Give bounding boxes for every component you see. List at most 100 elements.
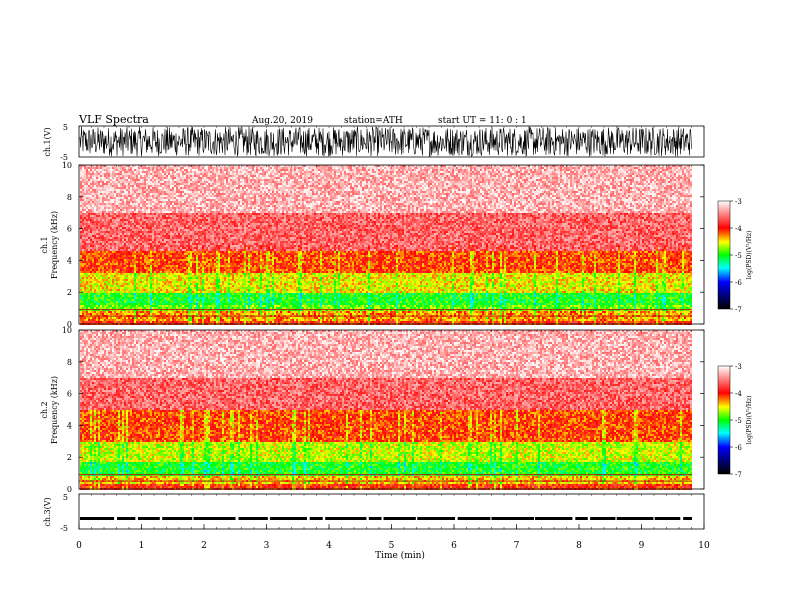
spectrogram-cell	[140, 319, 142, 321]
spectrogram-cell	[106, 303, 108, 305]
spectrogram-cell	[190, 227, 192, 229]
spectrogram-cell	[118, 213, 120, 215]
spectrogram-cell	[180, 249, 182, 251]
spectrogram-cell	[156, 305, 158, 307]
spectrogram-cell	[154, 209, 156, 211]
spectrogram-cell	[202, 283, 204, 285]
spectrogram-cell	[194, 191, 196, 193]
spectrogram-cell	[184, 195, 186, 197]
spectrogram-cell	[98, 285, 100, 287]
spectrogram-cell	[192, 173, 194, 175]
spectrogram-cell	[204, 203, 206, 205]
spectrogram-cell	[130, 311, 132, 313]
spectrogram-cell	[158, 223, 160, 225]
spectrogram-cell	[108, 237, 110, 239]
spectrogram-cell	[174, 177, 176, 179]
spectrogram-cell	[168, 293, 170, 295]
spectrogram-cell	[192, 245, 194, 247]
spectrogram-cell	[108, 303, 110, 305]
spectrogram-cell	[132, 285, 134, 287]
spectrogram-cell	[196, 311, 198, 313]
spectrogram-cell	[80, 247, 82, 249]
spectrogram-cell	[180, 267, 182, 269]
spectrogram-cell	[190, 251, 192, 253]
spectrogram-cell	[164, 165, 166, 167]
spectrogram-cell	[118, 279, 120, 281]
spectrogram-cell	[144, 223, 146, 225]
spectrogram-cell	[134, 265, 136, 267]
spectrogram-cell	[128, 225, 130, 227]
spectrogram-cell	[96, 313, 98, 315]
spectrogram-cell	[156, 211, 158, 213]
spectrogram-cell	[140, 189, 142, 191]
spectrogram-cell	[158, 175, 160, 177]
spectrogram-cell	[132, 277, 134, 279]
spectrogram-cell	[178, 221, 180, 223]
spectrogram-cell	[136, 229, 138, 231]
spectrogram-cell	[174, 191, 176, 193]
spectrogram-cell	[166, 317, 168, 319]
spectrogram-cell	[92, 209, 94, 211]
spectrogram-cell	[100, 213, 102, 215]
spectrogram-cell	[176, 299, 178, 301]
spectrogram-cell	[114, 273, 116, 275]
spectrogram-cell	[84, 233, 86, 235]
spectrogram-cell	[140, 165, 142, 167]
spectrogram-cell	[108, 283, 110, 285]
spectrogram-cell	[82, 211, 84, 213]
spectrogram-cell	[126, 295, 128, 297]
spectrogram-cell	[118, 287, 120, 289]
spectrogram-cell	[188, 235, 190, 237]
spectrogram-cell	[164, 267, 166, 269]
spectrogram-cell	[108, 205, 110, 207]
spectrogram-cell	[144, 257, 146, 259]
spectrogram-cell	[162, 259, 164, 261]
spectrogram-cell	[202, 167, 204, 169]
spectrogram-cell	[84, 251, 86, 253]
spectrogram-cell	[122, 211, 124, 213]
spectrogram-cell	[84, 257, 86, 259]
spectrogram-cell	[80, 269, 82, 271]
spectrogram-cell	[92, 313, 94, 315]
spectrogram-cell	[170, 291, 172, 293]
spectrogram-cell	[144, 177, 146, 179]
spectrogram-cell	[180, 291, 182, 293]
spectrogram-cell	[186, 229, 188, 231]
spectrogram-cell	[166, 249, 168, 251]
spectrogram-cell	[130, 257, 132, 259]
spectrogram-cell	[138, 265, 140, 267]
spectrogram-cell	[82, 177, 84, 179]
spectrogram-cell	[194, 197, 196, 199]
spectrogram-cell	[170, 189, 172, 191]
spectrogram-cell	[96, 187, 98, 189]
spectrogram-cell	[182, 291, 184, 293]
spectrogram-cell	[174, 169, 176, 171]
spectrogram-cell	[104, 263, 106, 265]
spectrogram-cell	[140, 169, 142, 171]
spectrogram-cell	[142, 181, 144, 183]
spectrogram-cell	[86, 259, 88, 261]
spectrogram-cell	[136, 183, 138, 185]
spectrogram-cell	[184, 225, 186, 227]
spectrogram-cell	[198, 207, 200, 209]
spectrogram-cell	[126, 287, 128, 289]
spectrogram-cell	[100, 271, 102, 273]
spectrogram-cell	[82, 171, 84, 173]
spectrogram-cell	[146, 185, 148, 187]
spectrogram-cell	[146, 263, 148, 265]
spectrogram-cell	[198, 225, 200, 227]
spectrogram-cell	[106, 237, 108, 239]
spectrogram-cell	[180, 213, 182, 215]
spectrogram-cell	[148, 225, 150, 227]
spectrogram-cell	[118, 211, 120, 213]
spectrogram-cell	[116, 169, 118, 171]
spectrogram-cell	[130, 285, 132, 287]
spectrogram-cell	[100, 299, 102, 301]
spectrogram-cell	[200, 251, 202, 253]
spectrogram-cell	[146, 295, 148, 297]
spectrogram-cell	[104, 233, 106, 235]
spectrogram-cell	[86, 281, 88, 283]
spectrogram-cell	[136, 265, 138, 267]
spectrogram-cell	[158, 189, 160, 191]
spectrogram-cell	[154, 227, 156, 229]
